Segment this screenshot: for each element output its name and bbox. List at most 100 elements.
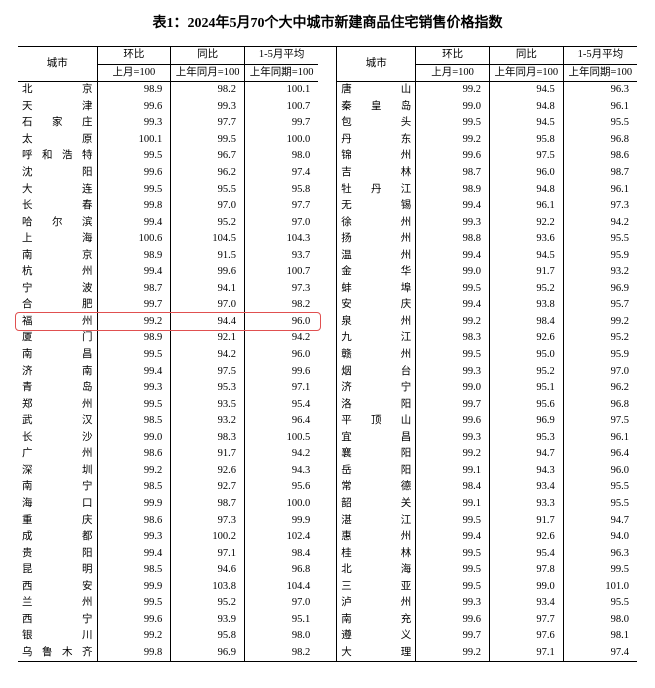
num-cell: 97.4 bbox=[245, 165, 319, 182]
hdr-city-right: 城市 bbox=[337, 47, 416, 82]
num-cell: 99.0 bbox=[416, 99, 490, 116]
price-index-table: 城市 环比 同比 1-5月平均 城市 环比 同比 1-5月平均 上月=100 上… bbox=[18, 46, 637, 662]
num-cell: 95.5 bbox=[563, 496, 637, 513]
num-cell: 99.3 bbox=[171, 99, 245, 116]
num-cell: 92.6 bbox=[489, 330, 563, 347]
num-cell: 93.3 bbox=[489, 496, 563, 513]
city-cell: 大 连 bbox=[18, 181, 97, 198]
num-cell: 99.4 bbox=[416, 198, 490, 215]
num-cell: 96.9 bbox=[171, 645, 245, 662]
num-cell: 95.5 bbox=[171, 181, 245, 198]
num-cell: 96.8 bbox=[563, 396, 637, 413]
city-cell: 唐 山 bbox=[337, 82, 416, 99]
city-cell: 杭 州 bbox=[18, 264, 97, 281]
num-cell: 98.7 bbox=[171, 496, 245, 513]
city-cell: 太 原 bbox=[18, 132, 97, 149]
table-row: 上 海100.6104.5104.3扬 州98.893.695.5 bbox=[18, 231, 637, 248]
num-cell: 99.6 bbox=[416, 413, 490, 430]
city-cell: 惠 州 bbox=[337, 529, 416, 546]
table-row: 济 南99.497.599.6烟 台99.395.297.0 bbox=[18, 363, 637, 380]
num-cell: 99.5 bbox=[416, 281, 490, 298]
num-cell: 94.2 bbox=[245, 446, 319, 463]
num-cell: 98.9 bbox=[416, 181, 490, 198]
table-row: 哈 尔 滨99.495.297.0徐 州99.392.294.2 bbox=[18, 214, 637, 231]
num-cell: 94.3 bbox=[245, 463, 319, 480]
num-cell: 95.5 bbox=[563, 231, 637, 248]
city-cell: 上 海 bbox=[18, 231, 97, 248]
num-cell: 99.5 bbox=[97, 595, 171, 612]
num-cell: 96.4 bbox=[563, 446, 637, 463]
city-cell: 宜 昌 bbox=[337, 430, 416, 447]
num-cell: 98.6 bbox=[97, 512, 171, 529]
num-cell: 99.9 bbox=[97, 579, 171, 596]
num-cell: 99.2 bbox=[416, 645, 490, 662]
num-cell: 93.2 bbox=[171, 413, 245, 430]
city-cell: 西 宁 bbox=[18, 612, 97, 629]
num-cell: 95.5 bbox=[563, 479, 637, 496]
num-cell: 99.3 bbox=[97, 115, 171, 132]
num-cell: 98.4 bbox=[489, 314, 563, 331]
city-cell: 海 口 bbox=[18, 496, 97, 513]
num-cell: 99.4 bbox=[416, 529, 490, 546]
num-cell: 97.5 bbox=[563, 413, 637, 430]
city-cell: 烟 台 bbox=[337, 363, 416, 380]
table-title: 表1：2024年5月70个大中城市新建商品住宅销售价格指数 bbox=[0, 0, 655, 46]
num-cell: 97.0 bbox=[171, 198, 245, 215]
table-row: 福 州99.294.496.0泉 州99.298.499.2 bbox=[18, 314, 637, 331]
num-cell: 99.9 bbox=[245, 512, 319, 529]
num-cell: 101.0 bbox=[563, 579, 637, 596]
city-cell: 青 岛 bbox=[18, 380, 97, 397]
city-cell: 南 京 bbox=[18, 248, 97, 265]
num-cell: 99.5 bbox=[416, 579, 490, 596]
num-cell: 94.3 bbox=[489, 463, 563, 480]
num-cell: 99.4 bbox=[416, 248, 490, 265]
num-cell: 96.0 bbox=[245, 314, 319, 331]
num-cell: 98.3 bbox=[416, 330, 490, 347]
num-cell: 93.4 bbox=[489, 595, 563, 612]
num-cell: 99.8 bbox=[97, 198, 171, 215]
city-cell: 济 宁 bbox=[337, 380, 416, 397]
num-cell: 95.5 bbox=[563, 115, 637, 132]
city-cell: 广 州 bbox=[18, 446, 97, 463]
table-row: 成 都99.3100.2102.4惠 州99.492.694.0 bbox=[18, 529, 637, 546]
num-cell: 98.3 bbox=[171, 430, 245, 447]
table-row: 广 州98.691.794.2襄 阳99.294.796.4 bbox=[18, 446, 637, 463]
hdr-hb-right: 环比 bbox=[416, 47, 490, 65]
num-cell: 95.9 bbox=[563, 347, 637, 364]
num-cell: 99.0 bbox=[416, 380, 490, 397]
city-cell: 长 沙 bbox=[18, 430, 97, 447]
city-cell: 兰 州 bbox=[18, 595, 97, 612]
city-cell: 银 川 bbox=[18, 628, 97, 645]
table-row: 南 京98.991.593.7温 州99.494.595.9 bbox=[18, 248, 637, 265]
num-cell: 96.1 bbox=[489, 198, 563, 215]
num-cell: 93.8 bbox=[489, 297, 563, 314]
city-cell: 北 京 bbox=[18, 82, 97, 99]
num-cell: 95.6 bbox=[489, 396, 563, 413]
table-row: 呼和浩特99.596.798.0锦 州99.697.598.6 bbox=[18, 148, 637, 165]
num-cell: 92.2 bbox=[489, 214, 563, 231]
num-cell: 97.3 bbox=[563, 198, 637, 215]
table-row: 西 宁99.693.995.1南 充99.697.798.0 bbox=[18, 612, 637, 629]
num-cell: 99.2 bbox=[563, 314, 637, 331]
num-cell: 94.4 bbox=[171, 314, 245, 331]
city-cell: 昆 明 bbox=[18, 562, 97, 579]
num-cell: 99.6 bbox=[245, 363, 319, 380]
hdr-tb-sub-left: 上年同月=100 bbox=[171, 64, 245, 82]
num-cell: 104.5 bbox=[171, 231, 245, 248]
num-cell: 100.5 bbox=[245, 430, 319, 447]
table-row: 长 沙99.098.3100.5宜 昌99.395.396.1 bbox=[18, 430, 637, 447]
num-cell: 98.6 bbox=[97, 446, 171, 463]
num-cell: 98.0 bbox=[563, 612, 637, 629]
city-cell: 金 华 bbox=[337, 264, 416, 281]
num-cell: 99.6 bbox=[97, 165, 171, 182]
num-cell: 95.2 bbox=[563, 330, 637, 347]
city-cell: 大 理 bbox=[337, 645, 416, 662]
hdr-avg-sub-left: 上年同期=100 bbox=[245, 64, 319, 82]
city-cell: 南 昌 bbox=[18, 347, 97, 364]
num-cell: 97.3 bbox=[171, 512, 245, 529]
city-cell: 赣 州 bbox=[337, 347, 416, 364]
table-body: 北 京98.998.2100.1唐 山99.294.596.3天 津99.699… bbox=[18, 82, 637, 662]
city-cell: 扬 州 bbox=[337, 231, 416, 248]
table-row: 青 岛99.395.397.1济 宁99.095.196.2 bbox=[18, 380, 637, 397]
num-cell: 92.6 bbox=[489, 529, 563, 546]
